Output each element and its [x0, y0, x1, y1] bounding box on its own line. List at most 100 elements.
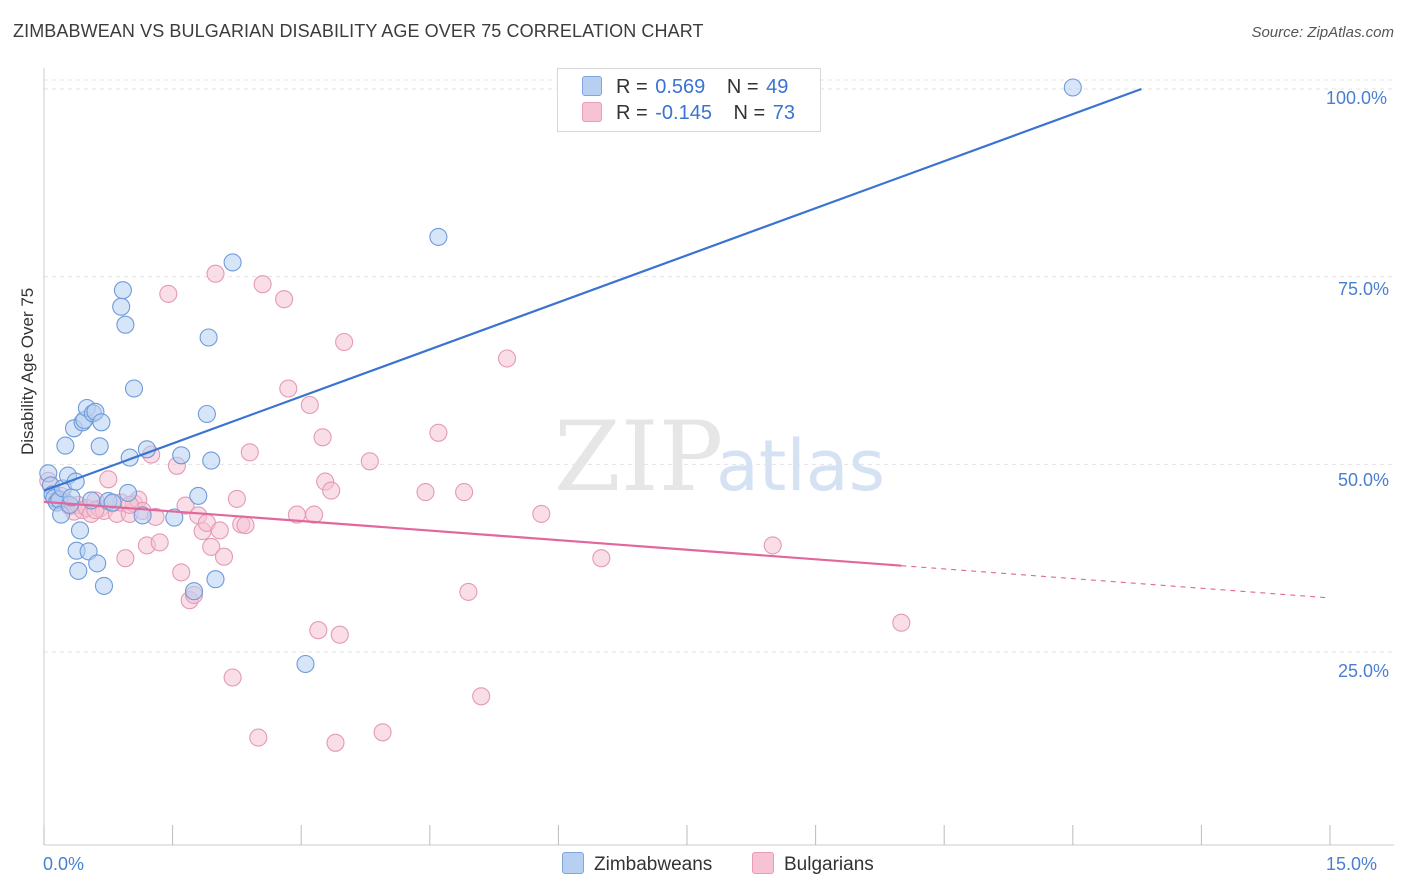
y-tick-100: 100.0% — [1326, 88, 1388, 108]
data-point — [56, 436, 75, 455]
data-point — [892, 613, 911, 632]
data-point — [416, 483, 435, 502]
trendline-zimbabweans — [43, 87, 1142, 492]
data-point — [236, 516, 255, 535]
data-point — [69, 561, 88, 580]
data-point — [360, 452, 379, 471]
trendline-bulgarians — [43, 500, 902, 567]
data-point — [116, 549, 135, 568]
r-label: R = — [616, 76, 648, 98]
x-tick-max: 15.0% — [1326, 854, 1378, 874]
trendline-bulgarians-extension — [901, 565, 1331, 599]
watermark-zip: ZIP — [554, 401, 723, 513]
y-tick-50: 50.0% — [1338, 470, 1390, 490]
r-value-bulgarians: -0.145 — [655, 102, 712, 124]
data-point — [116, 315, 135, 334]
data-point — [214, 547, 234, 566]
data-point — [124, 379, 144, 398]
data-point — [150, 533, 169, 552]
data-point — [118, 483, 138, 502]
data-point — [249, 728, 268, 747]
data-point — [88, 554, 107, 573]
data-point — [202, 451, 221, 470]
data-point — [133, 506, 152, 525]
data-point — [455, 483, 474, 502]
data-point — [532, 504, 551, 523]
series-legend: Zimbabweans Bulgarians — [0, 852, 1406, 878]
r-label: R = — [616, 102, 648, 124]
legend-row-bulgarians: R = -0.145 N = 73 — [582, 102, 795, 126]
data-point — [253, 275, 272, 294]
data-point — [113, 281, 132, 300]
data-point — [99, 470, 118, 489]
y-tick-75: 75.0% — [1338, 279, 1390, 299]
data-point — [206, 570, 225, 589]
legend-row-zimbabweans: R = 0.569 N = 49 — [582, 76, 788, 100]
x-tick-min: 0.0% — [43, 854, 85, 874]
chart-title: ZIMBABWEAN VS BULGARIAN DISABILITY AGE O… — [13, 21, 704, 41]
data-point — [279, 379, 298, 398]
legend-item-zimbabweans: Zimbabweans — [562, 852, 712, 876]
legend-swatch-pink — [582, 102, 602, 122]
legend-label-bulgarians: Bulgarians — [784, 854, 874, 875]
legend-swatch-pink — [752, 852, 774, 874]
data-point — [227, 489, 246, 508]
data-point — [592, 549, 611, 568]
data-point — [1063, 78, 1082, 97]
correlation-legend: R = 0.569 N = 49 R = -0.145 N = 73 — [557, 68, 821, 132]
source-label: Source: ZipAtlas.com — [1251, 24, 1394, 41]
axes — [43, 68, 1394, 846]
data-point — [159, 284, 178, 303]
data-point — [326, 733, 345, 752]
data-point — [165, 508, 184, 527]
grid-lines — [44, 79, 1394, 653]
data-point — [92, 413, 111, 432]
watermark-atlas: atlas — [716, 425, 885, 507]
data-point — [202, 537, 221, 556]
data-point — [373, 723, 392, 742]
legend-item-bulgarians: Bulgarians — [752, 852, 874, 876]
trend-lines — [43, 87, 1331, 599]
data-point — [275, 290, 294, 309]
data-point — [459, 582, 478, 601]
data-point — [472, 687, 491, 706]
data-point — [176, 496, 195, 515]
data-point — [210, 521, 229, 540]
data-point — [70, 521, 90, 540]
data-point — [206, 264, 225, 283]
n-value-bulgarians: 73 — [772, 102, 796, 124]
data-point — [90, 437, 109, 456]
data-point — [189, 486, 208, 505]
data-point — [223, 668, 242, 687]
data-point — [429, 227, 448, 246]
data-point — [172, 446, 191, 465]
data-point — [309, 621, 328, 640]
y-axis-label: Disability Age Over 75 — [18, 287, 37, 455]
bulgarians-points — [39, 264, 911, 752]
data-point — [184, 582, 204, 601]
data-point — [94, 576, 114, 595]
data-point — [322, 481, 341, 500]
data-point — [429, 423, 448, 442]
legend-label-zimbabweans: Zimbabweans — [594, 854, 713, 875]
data-point — [103, 493, 122, 512]
data-point — [223, 253, 242, 272]
data-point — [497, 349, 517, 368]
n-label: N = — [726, 76, 759, 98]
data-point — [296, 654, 315, 674]
data-point — [112, 297, 131, 316]
data-point — [172, 563, 191, 582]
data-point — [300, 395, 319, 415]
y-tick-25: 25.0% — [1338, 661, 1390, 681]
n-value-zimbabweans: 49 — [766, 76, 789, 98]
n-label: N = — [733, 102, 766, 124]
legend-swatch-blue — [582, 76, 602, 96]
data-point — [335, 332, 354, 352]
data-point — [240, 443, 259, 462]
data-point — [763, 536, 782, 555]
data-point — [313, 428, 332, 447]
watermark: ZIP atlas — [554, 401, 885, 513]
data-point — [305, 505, 324, 524]
data-point — [197, 404, 216, 424]
